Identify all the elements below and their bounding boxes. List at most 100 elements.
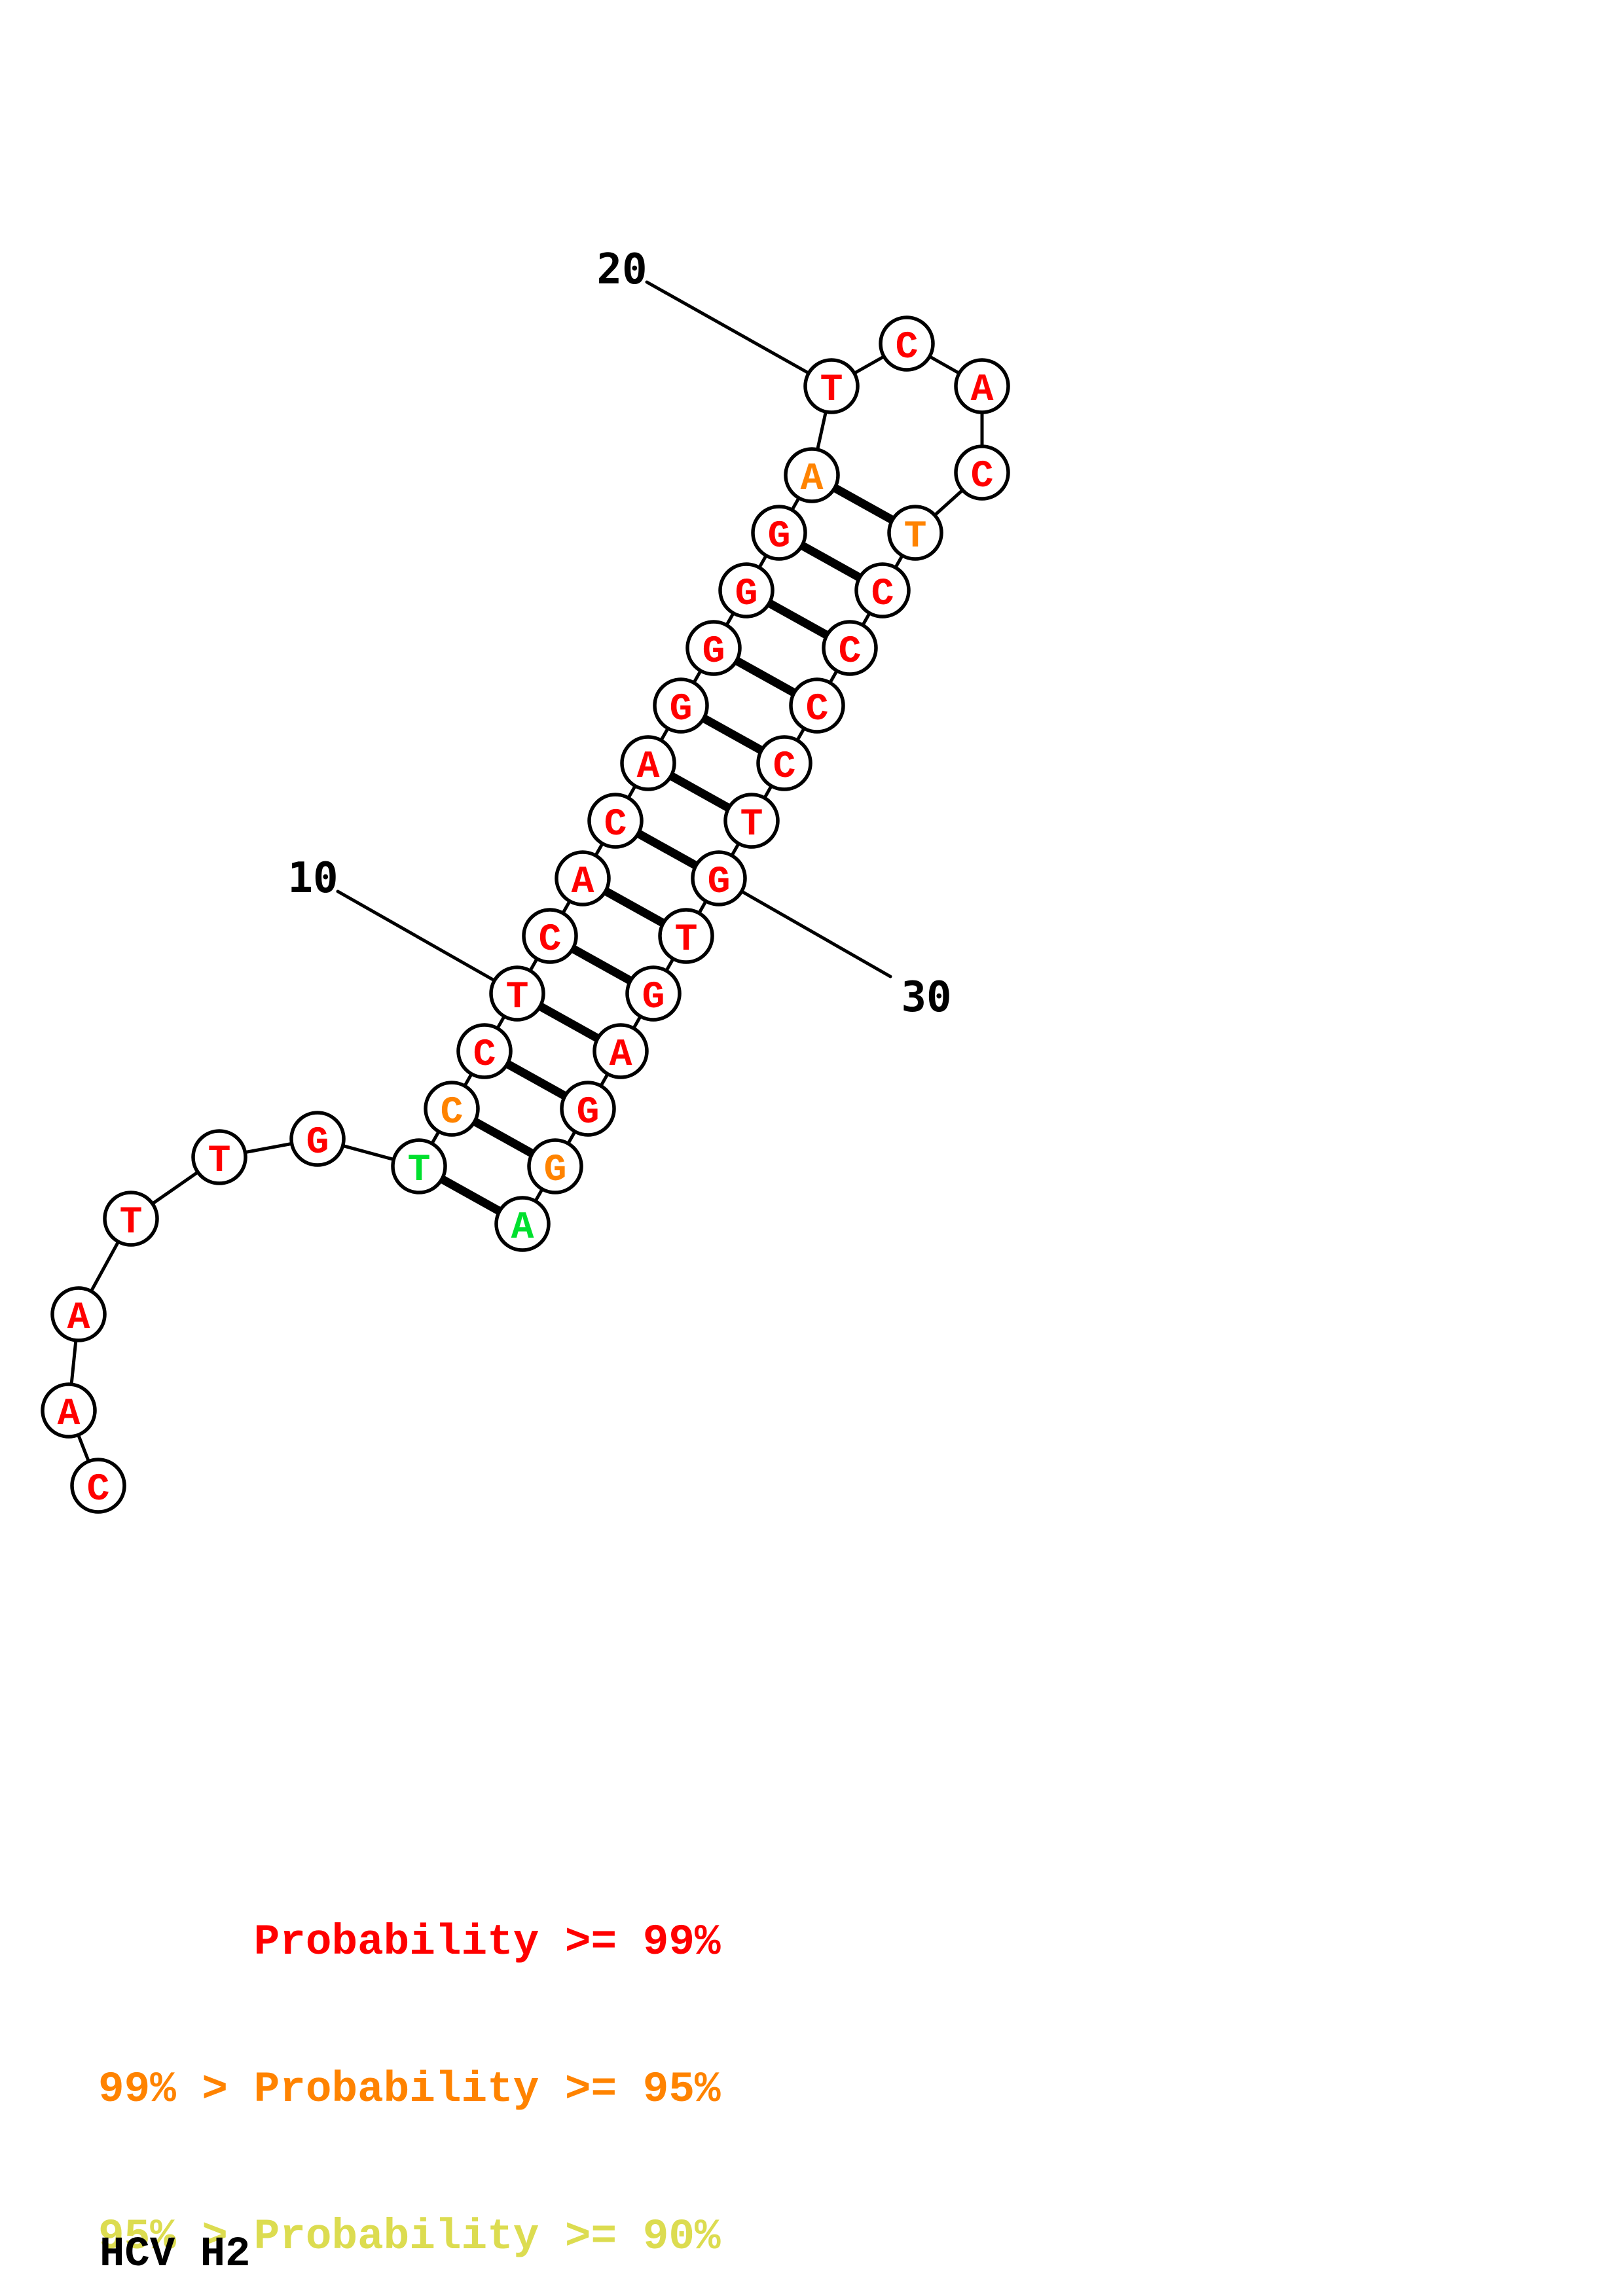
nucleotide-circle (70, 1458, 126, 1514)
position-labels: 10 20 30 (287, 245, 951, 1022)
nucleotide-base: C (896, 327, 919, 369)
nucleotide: A (50, 1286, 107, 1342)
nucleotide-circle (620, 735, 676, 791)
nucleotide: T (723, 793, 780, 849)
nucleotide: G (560, 1081, 616, 1137)
nucleotide-base: A (610, 1034, 632, 1077)
nucleotide: A (954, 358, 1010, 414)
nucleotide-base: T (506, 977, 529, 1019)
nucleotide-base: T (740, 804, 763, 846)
legend-item: 99% > Probability >= 95% (98, 2065, 721, 2114)
nucleotide: C (954, 444, 1010, 501)
nucleotide-circle (784, 447, 840, 503)
nucleotide-circle (489, 965, 545, 1022)
nucleotide: T (489, 965, 545, 1022)
nucleotide: T (103, 1191, 159, 1247)
nucleotide-base: C (441, 1092, 464, 1134)
nucleotide-circle (50, 1286, 107, 1342)
nucleotide-circle (456, 1023, 513, 1079)
nucleotide-base: G (577, 1092, 600, 1134)
position-label-10: 10 (287, 854, 338, 903)
nucleotide: G (718, 562, 775, 619)
nucleotide: A (784, 447, 840, 503)
nucleotide: A (494, 1196, 551, 1252)
nucleotide-base: A (58, 1393, 81, 1436)
pointer-line-30 (740, 889, 892, 978)
nucleotide-base: T (820, 369, 843, 412)
nucleotide-base: C (473, 1034, 496, 1077)
nucleotide: T (191, 1129, 247, 1185)
nucleotide: C (756, 735, 812, 791)
nucleotide-base: G (768, 516, 791, 558)
nucleotide-base: G (670, 689, 693, 731)
nucleotide-base: C (871, 573, 894, 616)
backbone (67, 342, 984, 1488)
nucleotide-circle (625, 965, 682, 1022)
nucleotide-base: G (708, 861, 731, 904)
nucleotide-base: A (572, 861, 594, 904)
position-pointers (336, 280, 892, 982)
nucleotide: A (555, 850, 611, 906)
nucleotide-circle (527, 1138, 583, 1194)
nucleotide-base: C (773, 746, 796, 789)
nucleotide: C (587, 793, 644, 849)
nucleotide-circle (803, 358, 860, 414)
nucleotide: A (593, 1023, 649, 1079)
nucleotide-circle (593, 1023, 649, 1079)
nucleotide-circle (658, 908, 714, 964)
nucleotide: C (879, 315, 935, 372)
nucleotide-base: A (637, 746, 660, 789)
nucleotide-circle (822, 620, 878, 676)
nucleotide-base: G (642, 977, 665, 1019)
nucleotide: C (424, 1081, 480, 1137)
nucleotide-circle (41, 1382, 97, 1439)
nucleotide-base: T (120, 1202, 143, 1244)
nucleotide-circle (854, 562, 911, 619)
nucleotide: C (70, 1458, 126, 1514)
nucleotide: G (653, 677, 709, 734)
pointer-line-20 (645, 280, 811, 375)
nucleotide: T (658, 908, 714, 964)
nucleotide-base: C (87, 1469, 110, 1511)
nucleotide: G (527, 1138, 583, 1194)
nucleotide-circle (191, 1129, 247, 1185)
nucleotide-circle (723, 793, 780, 849)
structure-title: HCV H2 (100, 2231, 251, 2278)
nucleotide-base: A (511, 1207, 534, 1249)
nucleotide-base: C (539, 919, 562, 961)
nucleotide: G (685, 620, 742, 676)
nucleotide-base: A (801, 458, 824, 501)
base-pair-bonds (416, 471, 918, 1228)
nucleotide: C (522, 908, 578, 964)
nucleotide-base: C (806, 689, 829, 731)
position-label-20: 20 (596, 245, 647, 294)
nucleotide-base: T (675, 919, 698, 961)
nucleotide-base: T (408, 1149, 431, 1192)
nucleotide-circle (789, 677, 845, 734)
nucleotide: G (691, 850, 747, 906)
nucleotide-circle (879, 315, 935, 372)
legend-item: Probability >= 99% (98, 1918, 721, 1967)
nucleotide-circle (587, 793, 644, 849)
nucleotide-circle (887, 505, 943, 561)
nucleotide: T (391, 1138, 447, 1194)
nucleotide-circle (494, 1196, 551, 1252)
nucleotide-base: A (67, 1297, 90, 1340)
nucleotide-circle (103, 1191, 159, 1247)
nucleotide-base: T (208, 1140, 231, 1183)
nucleotide-circle (954, 358, 1010, 414)
nucleotide: T (887, 505, 943, 561)
pointer-line-10 (336, 889, 496, 982)
nucleotide-base: G (306, 1122, 329, 1164)
nucleotide-base: G (544, 1149, 567, 1192)
nucleotide-base: G (702, 631, 725, 673)
nucleotide-base: C (971, 456, 994, 498)
nucleotide-circle (751, 505, 807, 561)
nucleotide-circle (555, 850, 611, 906)
nucleotide-circle (685, 620, 742, 676)
nucleotide-base: G (735, 573, 758, 616)
nucleotide: G (289, 1111, 346, 1167)
nucleotide-circle (424, 1081, 480, 1137)
nucleotide-circle (718, 562, 775, 619)
